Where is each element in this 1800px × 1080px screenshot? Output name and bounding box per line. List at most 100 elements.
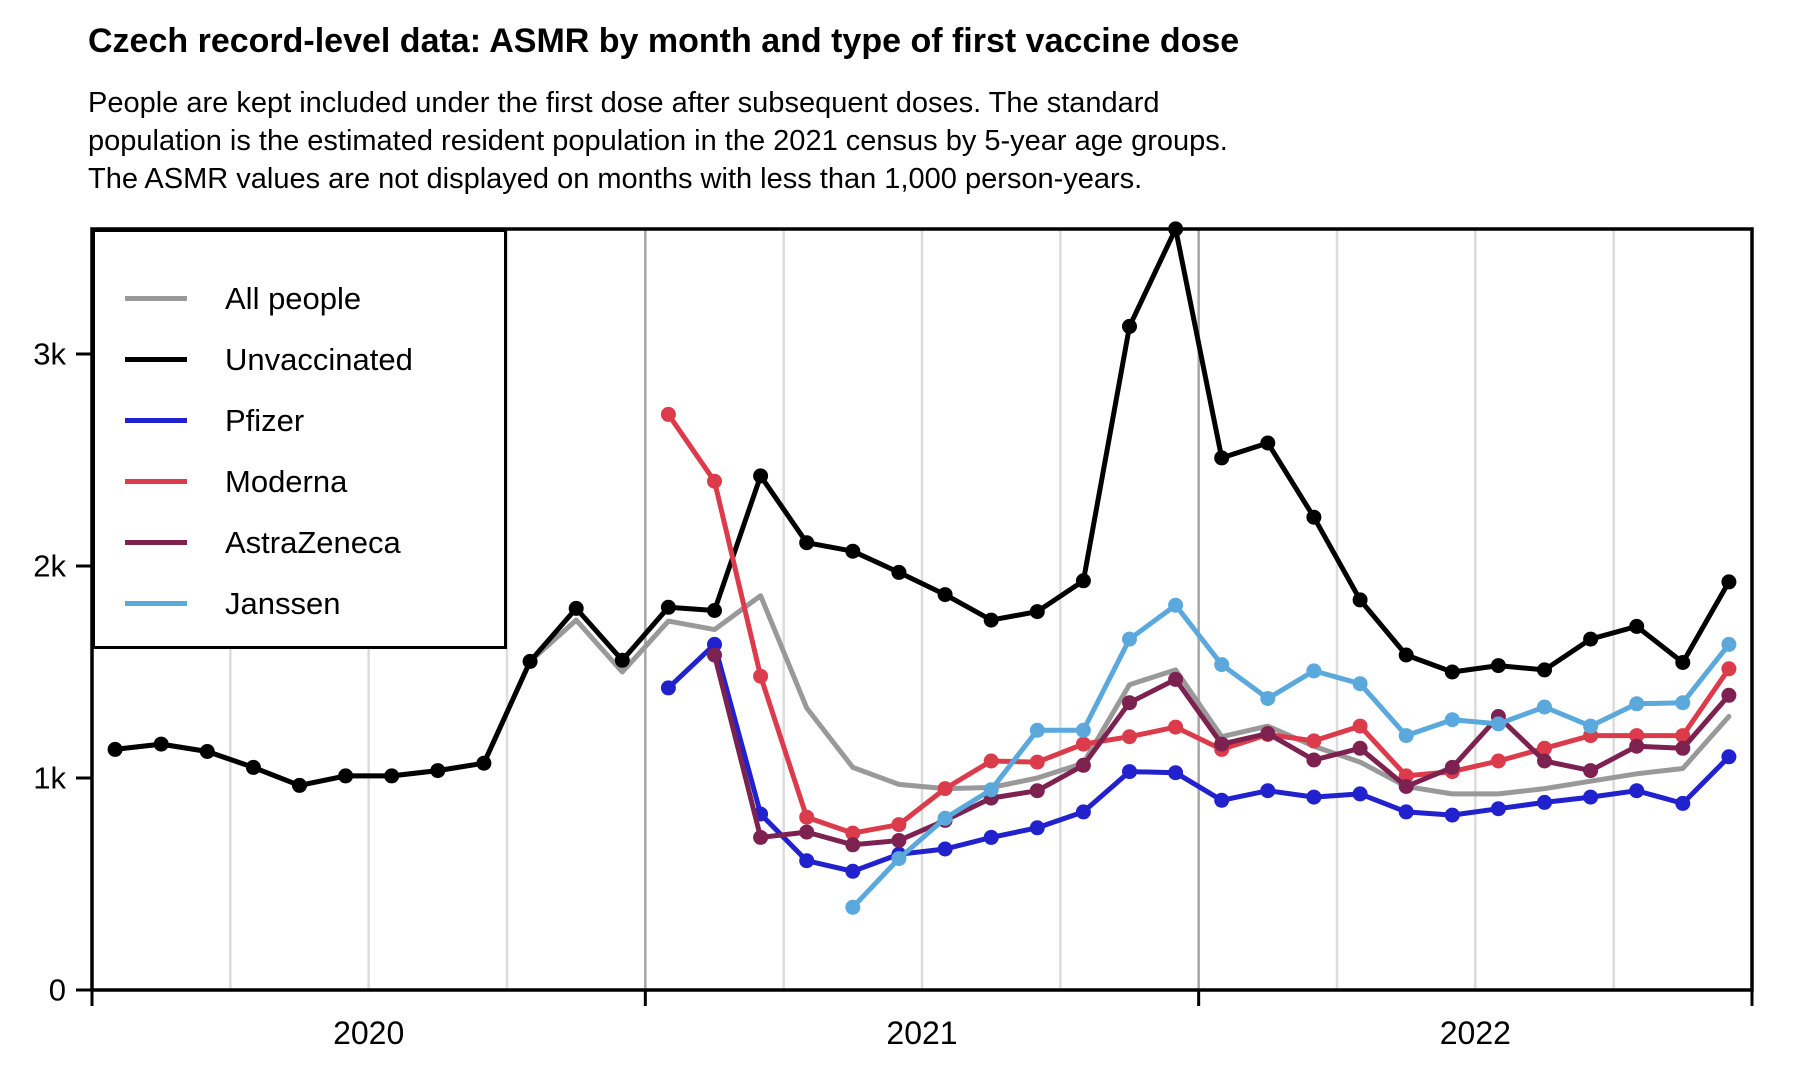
legend-label-moderna: Moderna [225,463,348,499]
data-point-unvaccinated-2022-07 [1490,658,1506,674]
data-point-moderna-2021-04 [799,809,815,825]
data-point-pfizer-2021-01 [660,680,676,696]
data-point-moderna-2022-08 [1537,740,1552,756]
data-point-pfizer-2022-07 [1490,801,1506,817]
chart-title: Czech record-level data: ASMR by month a… [88,22,1240,60]
data-point-janssen-2021-11 [1122,631,1137,647]
data-point-moderna-2021-10 [1075,736,1091,752]
legend: All people Unvaccinated Pfizer Moderna Astra… [92,229,507,649]
y-tick-label-1: 1k [33,761,66,796]
legend-item-all-people: All people [95,268,504,329]
series-line-moderna [665,411,1732,836]
data-point-unvaccinated-2021-01 [660,599,676,615]
data-point-janssen-2022-10 [1629,696,1645,712]
data-point-janssen-2021-05 [845,899,861,915]
legend-line-swatch-all-people [125,296,187,301]
data-point-astrazeneca-2021-05 [845,837,861,853]
data-point-pfizer-2022-09 [1583,789,1599,805]
chart-subtitle: People are kept included under the first… [88,84,1228,198]
data-point-astrazeneca-2022-02 [1260,726,1276,741]
data-point-unvaccinated-2021-06 [891,564,907,580]
data-point-astrazeneca-2021-04 [799,824,815,840]
data-point-unvaccinated-2022-08 [1537,662,1552,678]
data-point-astrazeneca-2021-12 [1168,671,1184,687]
data-point-pfizer-2022-10 [1629,783,1645,799]
data-point-unvaccinated-2022-06 [1444,664,1460,680]
data-point-unvaccinated-2020-09 [476,755,492,771]
data-point-moderna-2022-03 [1306,733,1322,749]
data-point-astrazeneca-2022-05 [1398,779,1414,794]
data-point-unvaccinated-2021-09 [1029,604,1045,620]
legend-label-astrazeneca: AstraZeneca [225,524,401,560]
legend-item-janssen: Janssen [95,573,504,634]
data-point-unvaccinated-2021-08 [983,612,999,628]
x-year-label-2022: 2022 [1440,1015,1511,1051]
data-point-pfizer-2022-08 [1537,794,1552,810]
data-point-unvaccinated-2022-02 [1260,435,1276,451]
legend-item-unvaccinated: Unvaccinated [95,329,504,390]
data-point-unvaccinated-2022-12 [1721,574,1737,590]
data-point-astrazeneca-2021-02 [707,647,722,663]
data-point-unvaccinated-2021-05 [845,543,861,559]
data-point-astrazeneca-2022-11 [1675,740,1691,756]
data-point-astrazeneca-2021-10 [1075,757,1091,773]
data-point-janssen-2021-12 [1168,597,1184,613]
data-point-unvaccinated-2021-11 [1122,318,1137,334]
data-point-moderna-2022-11 [1675,728,1691,744]
data-point-astrazeneca-2022-08 [1537,753,1552,769]
data-point-janssen-2022-04 [1352,676,1368,692]
data-point-pfizer-2021-04 [799,853,815,869]
data-point-pfizer-2021-02 [707,636,722,652]
data-point-unvaccinated-2022-03 [1306,509,1322,525]
data-point-unvaccinated-2022-10 [1629,618,1645,634]
data-point-unvaccinated-2021-07 [937,587,953,603]
data-point-janssen-2021-06 [891,851,907,867]
data-point-pfizer-2022-05 [1398,804,1414,820]
data-point-moderna-2021-09 [1029,754,1045,770]
data-point-pfizer-2021-10 [1075,804,1091,820]
data-point-astrazeneca-2022-12 [1721,687,1737,703]
data-point-janssen-2022-12 [1721,636,1737,652]
data-point-moderna-2022-12 [1721,661,1737,677]
legend-item-astrazeneca: AstraZeneca [95,512,504,573]
legend-item-moderna: Moderna [95,451,504,512]
series-line-pfizer [665,641,1732,874]
data-point-moderna-2022-10 [1629,728,1645,744]
data-point-pfizer-2022-06 [1444,807,1460,823]
series-dots-unvaccinated [107,221,1737,793]
data-point-unvaccinated-2020-05 [292,777,307,793]
data-point-janssen-2022-01 [1214,657,1230,673]
data-point-moderna-2021-11 [1122,729,1137,745]
data-point-janssen-2021-08 [983,782,999,798]
data-point-astrazeneca-2021-03 [753,829,769,845]
series-dots-janssen [845,597,1737,915]
data-point-astrazeneca-2022-09 [1583,763,1599,779]
data-point-unvaccinated-2021-10 [1075,573,1091,589]
legend-line-swatch-unvaccinated [125,357,187,362]
data-point-astrazeneca-2022-04 [1352,740,1368,756]
data-point-unvaccinated-2021-04 [799,535,815,551]
data-point-unvaccinated-2022-04 [1352,592,1368,608]
data-point-moderna-2021-08 [983,753,999,769]
data-point-astrazeneca-2022-10 [1629,738,1645,754]
subtitle-line-3: The ASMR values are not displayed on mon… [88,163,1143,195]
data-point-pfizer-2022-11 [1675,795,1691,811]
data-point-astrazeneca-2021-06 [891,833,907,848]
data-point-pfizer-2021-09 [1029,820,1045,836]
legend-label-janssen: Janssen [225,585,341,621]
data-point-unvaccinated-2020-01 [107,741,123,757]
data-point-janssen-2022-11 [1675,695,1691,711]
data-point-unvaccinated-2022-05 [1398,647,1414,663]
data-point-unvaccinated-2020-02 [153,736,169,752]
data-point-unvaccinated-2022-11 [1675,655,1691,670]
legend-label-all-people: All people [225,280,362,316]
x-year-label-2021: 2021 [886,1015,957,1051]
x-year-label-2020: 2020 [333,1015,404,1051]
data-point-unvaccinated-2022-01 [1214,450,1230,466]
legend-item-pfizer: Pfizer [95,390,504,451]
data-point-pfizer-2021-12 [1168,765,1184,781]
data-point-janssen-2022-06 [1444,712,1460,728]
legend-label-unvaccinated: Unvaccinated [225,341,413,377]
data-point-moderna-2021-05 [845,825,861,841]
series-line-unvaccinated [112,226,1732,788]
